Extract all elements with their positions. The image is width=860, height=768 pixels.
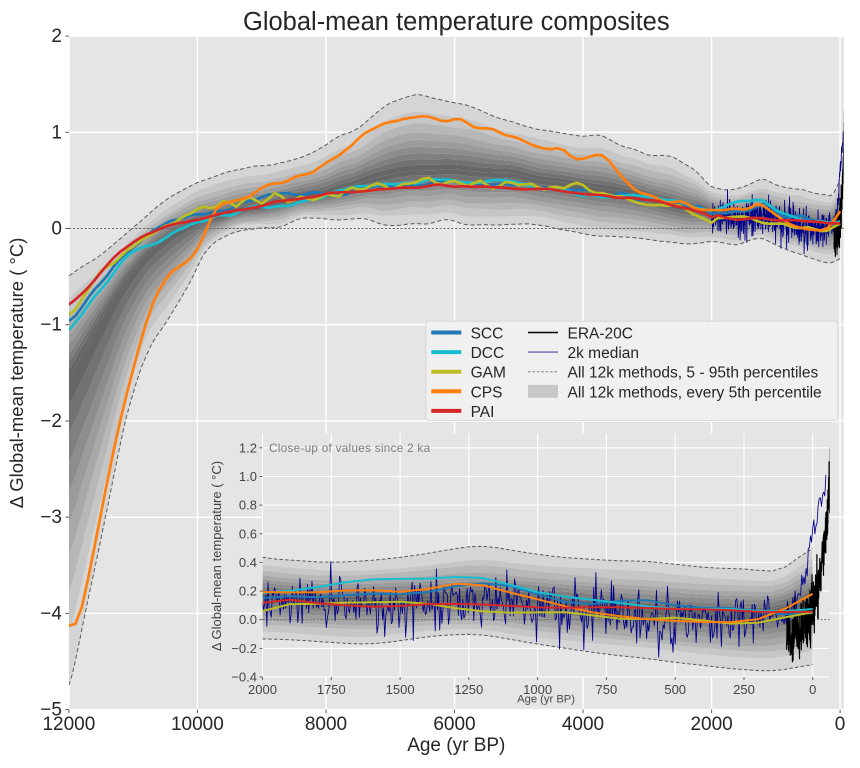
svg-text:1000: 1000 — [523, 682, 552, 697]
svg-text:250: 250 — [733, 682, 755, 697]
svg-text:−1: −1 — [40, 315, 62, 336]
svg-text:2000: 2000 — [690, 714, 732, 735]
svg-text:All 12k methods, 5 - 95th perc: All 12k methods, 5 - 95th percentiles — [568, 365, 819, 382]
svg-text:10000: 10000 — [171, 714, 224, 735]
svg-text:1250: 1250 — [454, 682, 483, 697]
svg-text:2: 2 — [51, 26, 62, 47]
svg-text:Δ Global-mean temperature ( °C: Δ Global-mean temperature ( °C) — [209, 461, 224, 651]
svg-text:ERA-20C: ERA-20C — [568, 326, 633, 343]
svg-text:DCC: DCC — [471, 345, 505, 362]
svg-text:1.2: 1.2 — [239, 440, 257, 455]
svg-text:−0.2: −0.2 — [231, 641, 257, 656]
svg-text:1500: 1500 — [386, 682, 415, 697]
svg-text:0.0: 0.0 — [239, 612, 257, 627]
svg-text:−5: −5 — [40, 700, 62, 721]
svg-text:0: 0 — [51, 219, 62, 240]
svg-text:0: 0 — [809, 682, 816, 697]
svg-text:All 12k methods, every 5th per: All 12k methods, every 5th percentile — [568, 384, 822, 401]
svg-text:CPS: CPS — [471, 384, 503, 401]
svg-text:−3: −3 — [40, 507, 62, 528]
svg-text:1: 1 — [51, 122, 62, 143]
svg-text:1.0: 1.0 — [239, 469, 257, 484]
svg-text:−0.4: −0.4 — [231, 670, 257, 685]
svg-text:Age (yr BP): Age (yr BP) — [517, 694, 575, 706]
svg-text:6000: 6000 — [433, 714, 475, 735]
svg-text:Global-mean temperature compos: Global-mean temperature composites — [243, 8, 670, 36]
svg-text:750: 750 — [596, 682, 618, 697]
svg-text:Δ Global-mean temperature ( °C: Δ Global-mean temperature ( °C) — [6, 238, 27, 509]
svg-text:8000: 8000 — [305, 714, 347, 735]
svg-text:0.6: 0.6 — [239, 526, 257, 541]
svg-text:PAI: PAI — [471, 404, 495, 421]
svg-text:0.4: 0.4 — [239, 555, 257, 570]
svg-text:1750: 1750 — [317, 682, 346, 697]
svg-text:0.8: 0.8 — [239, 498, 257, 513]
svg-text:500: 500 — [664, 682, 686, 697]
svg-text:SCC: SCC — [471, 326, 504, 343]
svg-text:0: 0 — [835, 714, 846, 735]
svg-text:−2: −2 — [40, 411, 62, 432]
svg-text:GAM: GAM — [471, 365, 506, 382]
svg-text:4000: 4000 — [562, 714, 604, 735]
svg-text:12000: 12000 — [42, 714, 95, 735]
svg-text:2000: 2000 — [248, 682, 277, 697]
svg-text:Age (yr BP): Age (yr BP) — [407, 735, 505, 756]
svg-text:2k median: 2k median — [568, 345, 640, 362]
svg-text:0.2: 0.2 — [239, 584, 257, 599]
svg-text:−4: −4 — [40, 603, 62, 624]
svg-text:Close-up of values since 2 ka: Close-up of values since 2 ka — [269, 442, 431, 455]
